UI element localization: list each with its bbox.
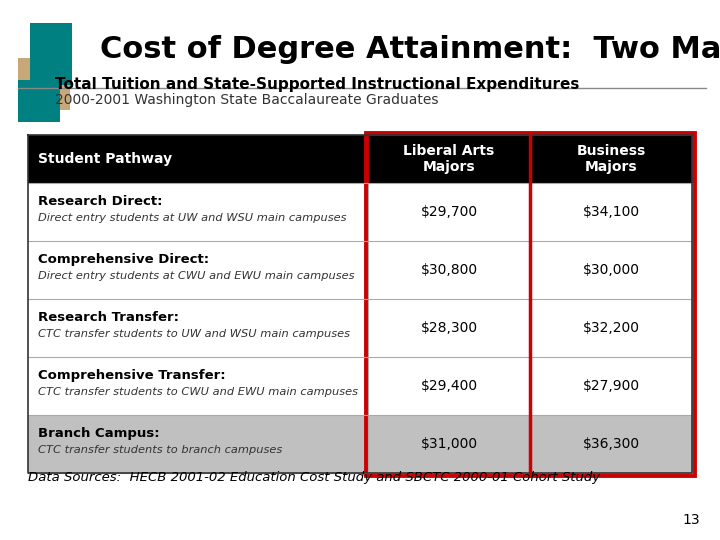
Text: Research Transfer:: Research Transfer: xyxy=(38,311,179,324)
Text: Direct entry students at UW and WSU main campuses: Direct entry students at UW and WSU main… xyxy=(38,213,346,223)
Text: $31,000: $31,000 xyxy=(420,437,477,451)
Text: $28,300: $28,300 xyxy=(420,321,477,335)
Text: Comprehensive Transfer:: Comprehensive Transfer: xyxy=(38,369,225,382)
Text: 2000-2001 Washington State Baccalaureate Graduates: 2000-2001 Washington State Baccalaureate… xyxy=(55,93,438,107)
Text: $34,100: $34,100 xyxy=(582,205,639,219)
Bar xyxy=(366,133,694,475)
Bar xyxy=(18,58,70,110)
Bar xyxy=(28,357,692,415)
Text: Business
Majors: Business Majors xyxy=(577,144,646,174)
Bar xyxy=(28,299,692,357)
Bar xyxy=(28,241,692,299)
Text: Liberal Arts
Majors: Liberal Arts Majors xyxy=(403,144,495,174)
Text: CTC transfer students to UW and WSU main campuses: CTC transfer students to UW and WSU main… xyxy=(38,329,350,339)
Text: CTC transfer students to branch campuses: CTC transfer students to branch campuses xyxy=(38,445,282,455)
Bar xyxy=(28,183,692,241)
Text: Research Direct:: Research Direct: xyxy=(38,195,163,208)
Bar xyxy=(30,23,72,85)
Text: Cost of Degree Attainment:  Two Majors: Cost of Degree Attainment: Two Majors xyxy=(100,36,720,64)
Text: Data Sources:  HECB 2001-02 Education Cost Study and SBCTC 2000-01 Cohort Study: Data Sources: HECB 2001-02 Education Cos… xyxy=(28,471,600,484)
Text: $27,900: $27,900 xyxy=(582,379,639,393)
Bar xyxy=(28,135,692,183)
Text: Direct entry students at CWU and EWU main campuses: Direct entry students at CWU and EWU mai… xyxy=(38,271,354,281)
Text: $29,400: $29,400 xyxy=(420,379,477,393)
Bar xyxy=(18,80,60,122)
Bar xyxy=(28,415,692,473)
Text: $30,800: $30,800 xyxy=(420,263,477,277)
Text: 13: 13 xyxy=(683,513,700,527)
Text: Branch Campus:: Branch Campus: xyxy=(38,427,160,440)
Text: CTC transfer students to CWU and EWU main campuses: CTC transfer students to CWU and EWU mai… xyxy=(38,387,358,397)
Text: Total Tuition and State-Supported Instructional Expenditures: Total Tuition and State-Supported Instru… xyxy=(55,78,580,92)
Text: Comprehensive Direct:: Comprehensive Direct: xyxy=(38,253,209,266)
Text: $36,300: $36,300 xyxy=(582,437,639,451)
Text: $32,200: $32,200 xyxy=(582,321,639,335)
Text: $29,700: $29,700 xyxy=(420,205,477,219)
Text: $30,000: $30,000 xyxy=(582,263,639,277)
Text: Student Pathway: Student Pathway xyxy=(38,152,172,166)
